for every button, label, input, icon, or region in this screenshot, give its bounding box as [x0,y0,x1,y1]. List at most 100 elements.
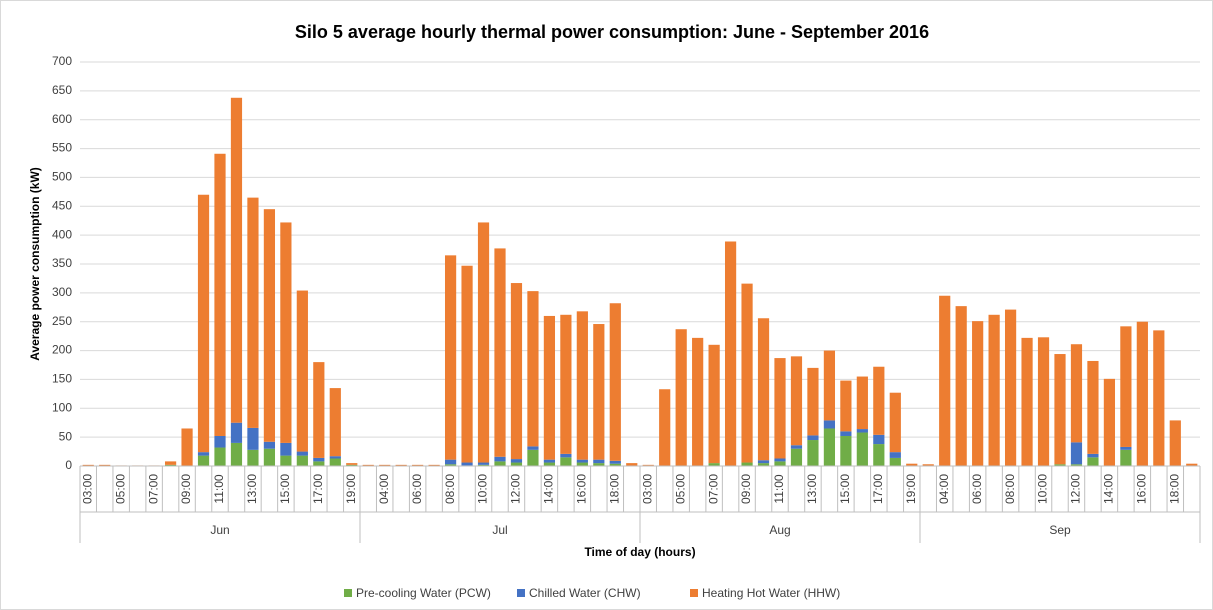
bar-segment [510,462,523,466]
bar-segment [593,463,605,466]
bar-segment [823,350,836,421]
group-label: Sep [1049,523,1071,537]
x-tick-label: 16:00 [1135,474,1149,504]
bar-segment [477,222,490,463]
bar-segment [1070,442,1083,465]
bar-segment [313,461,325,466]
x-tick-label: 15:00 [278,474,292,504]
bar-segment [263,448,276,466]
x-tick-label: 08:00 [1003,474,1017,504]
bar-segment [263,441,276,449]
bar-segment [1153,330,1165,466]
x-tick-label: 17:00 [311,474,325,504]
bar-segment [906,463,918,466]
bar-segment [790,356,803,446]
bar-segment [626,463,638,466]
x-tick-label: 05:00 [673,474,687,504]
bar-segment [576,311,588,460]
bar-segment [510,283,523,460]
legend-label: Heating Hot Water (HHW) [702,586,840,600]
x-tick-label: 14:00 [1102,474,1116,504]
bar-segment [576,459,588,463]
bar-segment [164,461,177,465]
bar-segment [939,295,951,466]
bar-segment [477,464,490,466]
chart-title: Silo 5 average hourly thermal power cons… [295,22,929,42]
x-tick-label: 09:00 [739,474,753,504]
bar-segment [214,435,226,448]
bar-segment [790,445,803,449]
bar-segment [527,446,539,450]
bar-segment [280,442,292,456]
x-tick-label: 06:00 [410,474,424,504]
x-tick-label: 16:00 [575,474,589,504]
bar-segment [461,462,473,466]
bar-segment [840,435,852,466]
bar-segment [807,367,819,436]
bar-segment [214,153,226,436]
bar-segment [247,427,259,450]
bar-segment [379,464,391,466]
bar-segment [560,453,572,458]
bar-segment [790,448,803,466]
bar-segment [428,464,440,466]
bar-segment [494,461,506,466]
legend-swatch [690,589,698,597]
x-tick-label: 03:00 [640,474,654,504]
bar-segment [807,440,819,466]
bar-segment [296,455,308,466]
bar-segment [527,449,539,466]
bar-segment [329,458,341,466]
y-tick-label: 150 [52,372,72,386]
bar-segment [1087,457,1099,466]
bar-segment [774,461,786,466]
bar-segment [1037,337,1050,466]
y-tick-label: 200 [52,343,72,357]
bar-segment [609,460,621,464]
x-tick-label: 11:00 [212,474,226,503]
x-tick-label: 06:00 [970,474,984,504]
y-tick-label: 300 [52,285,72,299]
legend-label: Chilled Water (CHW) [529,586,641,600]
x-tick-label: 17:00 [871,474,885,504]
bar-segment [741,462,753,466]
bar-segment [675,329,687,466]
group-label: Jul [492,523,507,537]
bar-segment [741,283,753,463]
bar-segment [560,314,572,454]
bar-segment [774,358,786,459]
bar-segment [757,318,770,461]
bar-segment [296,451,308,456]
bar-segment [642,464,654,466]
x-tick-label: 14:00 [542,474,556,504]
bar-segment [1103,378,1116,466]
bar-segment [724,241,737,466]
bar-segment [197,194,210,453]
x-tick-label: 12:00 [509,474,523,504]
bar-segment [873,444,885,466]
y-tick-label: 0 [65,458,72,472]
bar-segment [197,452,210,456]
group-label: Aug [769,523,790,537]
bar-segment [313,362,325,458]
y-tick-label: 350 [52,256,72,270]
bar-segment [247,197,259,428]
x-tick-label: 18:00 [1167,474,1181,504]
bar-segment [873,434,885,445]
bar-segment [543,315,556,460]
y-tick-label: 600 [52,112,72,126]
bar-segment [659,389,671,466]
bar-segment [840,380,852,432]
y-tick-label: 700 [52,54,72,68]
bar-segment [1054,354,1066,465]
bar-segment [856,432,868,466]
bar-segment [296,290,308,452]
bar-segment [263,209,276,442]
y-tick-label: 650 [52,83,72,97]
x-tick-label: 05:00 [113,474,127,504]
x-tick-label: 09:00 [179,474,193,504]
bar-segment [444,464,457,466]
bar-segment [889,392,901,453]
bar-segment [543,462,556,466]
y-axis-title: Average power consumption (kW) [28,167,42,361]
